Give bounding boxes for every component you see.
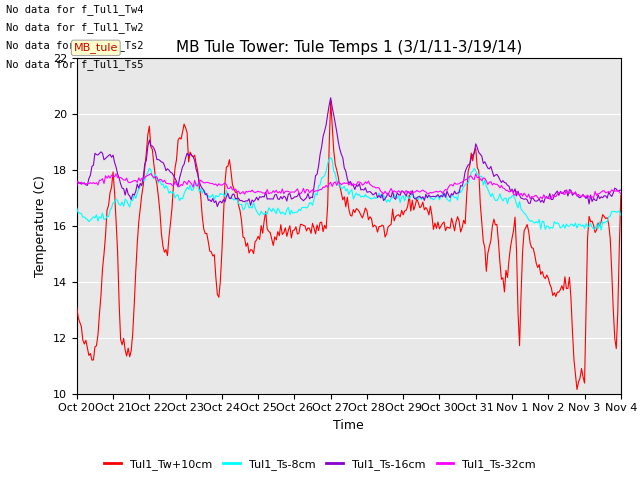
- Legend: Tul1_Tw+10cm, Tul1_Ts-8cm, Tul1_Ts-16cm, Tul1_Ts-32cm: Tul1_Tw+10cm, Tul1_Ts-8cm, Tul1_Ts-16cm,…: [100, 455, 540, 474]
- Text: No data for f_Tul1_Ts5: No data for f_Tul1_Ts5: [6, 59, 144, 70]
- Title: MB Tule Tower: Tule Temps 1 (3/1/11-3/19/14): MB Tule Tower: Tule Temps 1 (3/1/11-3/19…: [175, 40, 522, 55]
- X-axis label: Time: Time: [333, 419, 364, 432]
- Y-axis label: Temperature (C): Temperature (C): [35, 175, 47, 276]
- Text: No data for f_Tul1_Tw2: No data for f_Tul1_Tw2: [6, 22, 144, 33]
- Text: No data for f_Tul1_Ts2: No data for f_Tul1_Ts2: [6, 40, 144, 51]
- Text: MB_tule: MB_tule: [74, 42, 118, 53]
- Text: No data for f_Tul1_Tw4: No data for f_Tul1_Tw4: [6, 4, 144, 15]
